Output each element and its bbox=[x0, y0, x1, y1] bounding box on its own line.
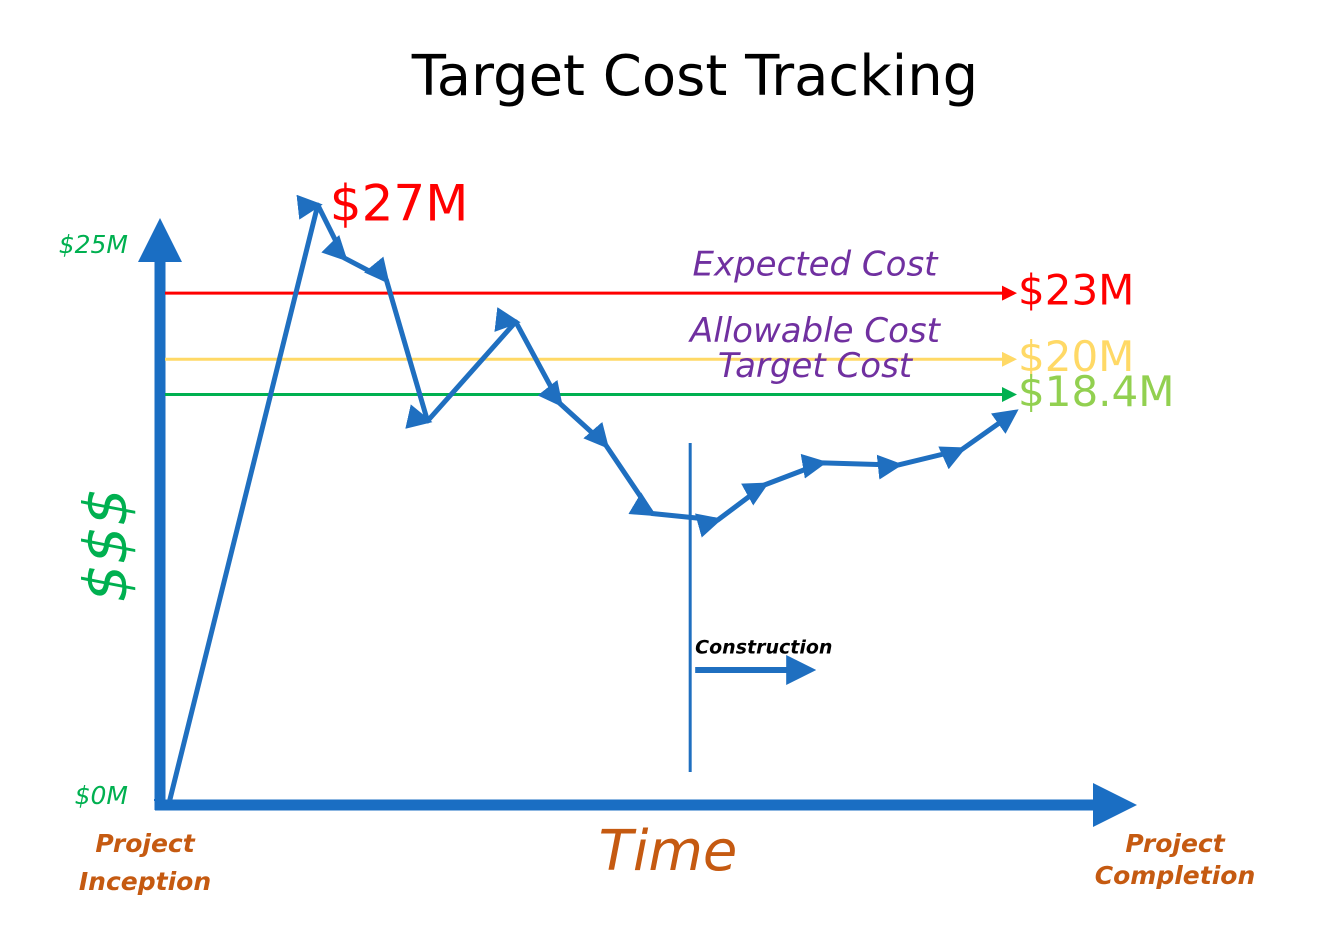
construction-label: Construction bbox=[695, 637, 832, 659]
reference-value: $23M bbox=[1018, 266, 1134, 315]
end-label-box: Project Completion bbox=[1094, 829, 1256, 890]
y-tick-label: $0M bbox=[75, 781, 128, 810]
reference-value: $18.4M bbox=[1018, 367, 1174, 416]
reference-name: Allowable Cost bbox=[688, 311, 942, 351]
start-label: Project Inception bbox=[78, 829, 212, 896]
start-label-box: Project Inception bbox=[78, 829, 212, 896]
reference-name: Expected Cost bbox=[692, 245, 939, 285]
end-label: Project Completion bbox=[1094, 829, 1256, 890]
chart-title: Target Cost Tracking bbox=[411, 44, 978, 109]
cost-line bbox=[167, 194, 1019, 801]
reference-name: Target Cost bbox=[718, 346, 914, 386]
y-tick-label: $25M bbox=[59, 230, 128, 259]
reference-value: $20M bbox=[1018, 332, 1134, 381]
x-axis-label: Time bbox=[599, 819, 738, 884]
data-label: $27M bbox=[330, 175, 469, 233]
y-axis-label: $$$ bbox=[72, 488, 142, 603]
